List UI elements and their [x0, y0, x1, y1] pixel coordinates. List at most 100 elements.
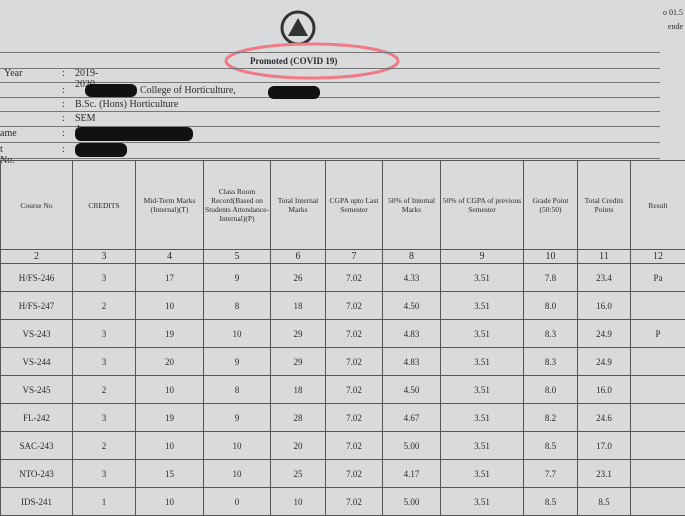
cell: 17 [136, 264, 204, 292]
cell [631, 376, 685, 404]
cell: 20 [136, 348, 204, 376]
column-header: 50% of CGPA of previous Semester [441, 161, 524, 250]
cell: 10 [136, 292, 204, 320]
cell: 23.1 [578, 460, 631, 488]
label: ame [0, 128, 17, 139]
cell: 5.00 [383, 432, 441, 460]
column-number: 7 [326, 250, 383, 264]
redaction [75, 127, 193, 141]
cell: 5.00 [383, 488, 441, 516]
label: Year [4, 68, 22, 79]
sep: : [62, 68, 65, 79]
cell: 3 [73, 264, 136, 292]
column-header: CREDITS [73, 161, 136, 250]
column-number: 11 [578, 250, 631, 264]
cell: 10 [204, 320, 271, 348]
cell: 24.6 [578, 404, 631, 432]
column-header: Result [631, 161, 685, 250]
cell: 7.02 [326, 488, 383, 516]
cell: Pa [631, 264, 685, 292]
cell: 9 [204, 404, 271, 432]
column-header: CGPA upto Last Semester [326, 161, 383, 250]
cell: 28 [271, 404, 326, 432]
cell: H/FS-246 [1, 264, 73, 292]
cell: 18 [271, 292, 326, 320]
cell: 10 [204, 432, 271, 460]
redaction [85, 84, 137, 97]
cell [631, 348, 685, 376]
cell: 25 [271, 460, 326, 488]
sep: : [62, 128, 65, 139]
cell: 8.5 [524, 432, 578, 460]
cell: 3 [73, 460, 136, 488]
cell: 7.8 [524, 264, 578, 292]
column-number: 3 [73, 250, 136, 264]
cell: SAC-243 [1, 432, 73, 460]
cell: VS-244 [1, 348, 73, 376]
column-number: 4 [136, 250, 204, 264]
cell: 26 [271, 264, 326, 292]
column-number: 5 [204, 250, 271, 264]
cell: 3.51 [441, 292, 524, 320]
cell: 16.0 [578, 292, 631, 320]
cell: 4.17 [383, 460, 441, 488]
cell [631, 292, 685, 320]
corner: o 01.5 ende [663, 6, 683, 34]
cell: 4.83 [383, 320, 441, 348]
logo-mark [288, 18, 308, 36]
cell: 7.02 [326, 404, 383, 432]
cell: IDS-241 [1, 488, 73, 516]
cell [631, 432, 685, 460]
cell: 7.02 [326, 292, 383, 320]
cell: 3.51 [441, 460, 524, 488]
cell: 23.4 [578, 264, 631, 292]
cell: 10 [136, 488, 204, 516]
cell: 7.02 [326, 264, 383, 292]
cell: 8 [204, 376, 271, 404]
cell: 8 [204, 292, 271, 320]
cell: H/FS-247 [1, 292, 73, 320]
corner-text: ende [663, 20, 683, 34]
column-header: Total Credits Points [578, 161, 631, 250]
cell: 4.33 [383, 264, 441, 292]
cell: 10 [136, 432, 204, 460]
cell: 17.0 [578, 432, 631, 460]
column-number: 2 [1, 250, 73, 264]
cell: 0 [204, 488, 271, 516]
cell: 8.3 [524, 320, 578, 348]
cell: 3 [73, 348, 136, 376]
cell: 2 [73, 292, 136, 320]
sep: : [62, 99, 65, 110]
cell: 3 [73, 404, 136, 432]
cell: 3.51 [441, 348, 524, 376]
cell: 1 [73, 488, 136, 516]
cell: 2 [73, 432, 136, 460]
redaction [268, 86, 320, 99]
value: College of Horticulture, [140, 85, 236, 96]
cell [631, 488, 685, 516]
cell: VS-245 [1, 376, 73, 404]
status: Promoted (COVID 19) [250, 56, 337, 66]
cell: 15 [136, 460, 204, 488]
cell: 8.3 [524, 348, 578, 376]
cell: FL-242 [1, 404, 73, 432]
cell [631, 460, 685, 488]
sep: : [62, 113, 65, 124]
cell: 7.02 [326, 320, 383, 348]
cell: 3.51 [441, 264, 524, 292]
cell: 4.50 [383, 376, 441, 404]
column-header: Total Internal Marks [271, 161, 326, 250]
value: B.Sc. (Hons) Horticulture [75, 99, 178, 110]
cell: 24.9 [578, 348, 631, 376]
cell: 3.51 [441, 488, 524, 516]
cell: 7.02 [326, 376, 383, 404]
